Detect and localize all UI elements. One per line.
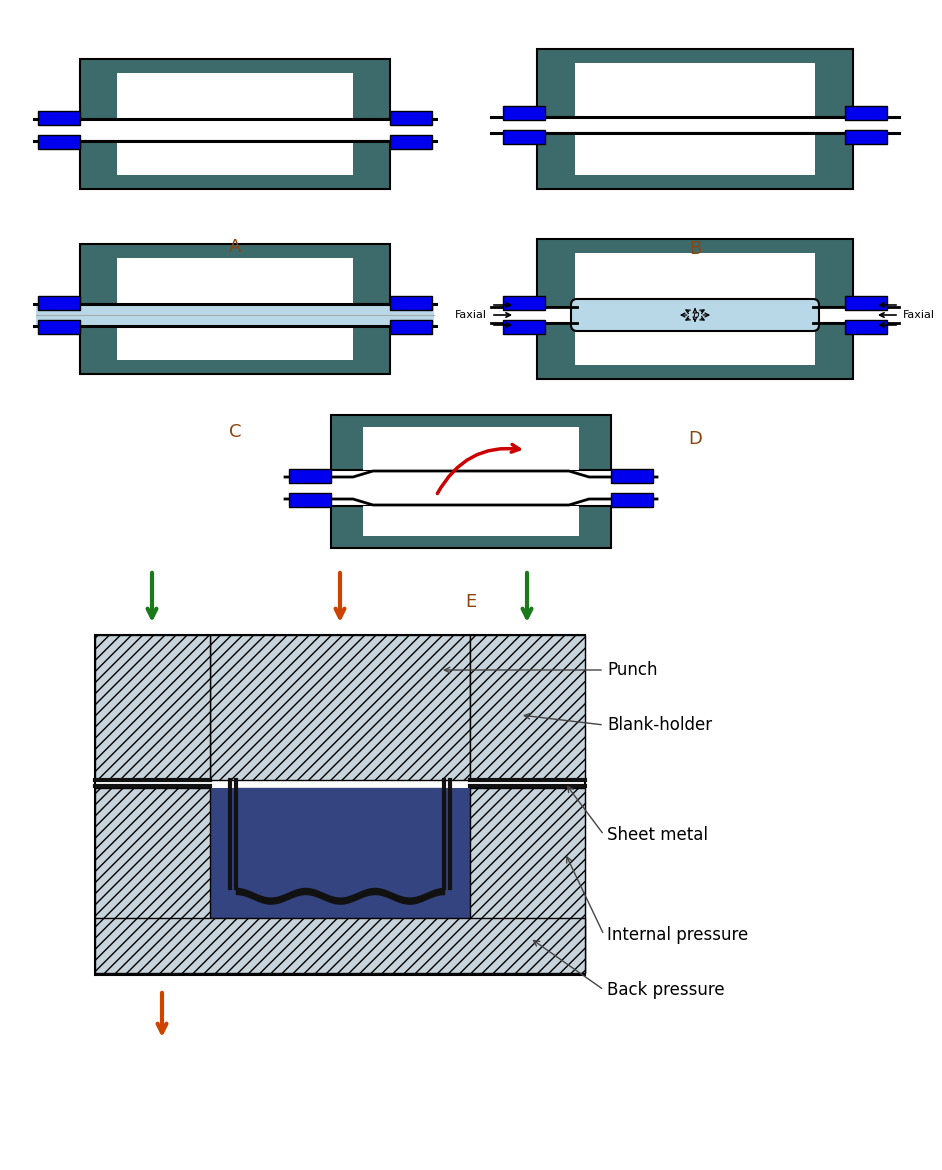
Bar: [289, 493, 331, 507]
Bar: [575, 253, 815, 307]
Polygon shape: [285, 472, 657, 505]
Bar: [80, 245, 390, 304]
Text: Blank-holder: Blank-holder: [607, 716, 712, 734]
Bar: [537, 133, 853, 190]
Bar: [210, 789, 470, 918]
Text: Faxial: Faxial: [455, 310, 487, 321]
Bar: [611, 469, 653, 483]
Bar: [95, 635, 585, 975]
Text: Sheet metal: Sheet metal: [607, 826, 708, 844]
Bar: [575, 323, 815, 365]
Bar: [845, 106, 887, 121]
Text: Punch: Punch: [607, 661, 658, 679]
Bar: [80, 142, 390, 190]
Bar: [95, 789, 210, 973]
Bar: [537, 323, 853, 379]
Bar: [80, 58, 390, 119]
Bar: [38, 111, 80, 125]
Bar: [503, 106, 545, 121]
Bar: [289, 469, 331, 483]
Bar: [470, 635, 585, 780]
Text: B: B: [689, 240, 701, 259]
Bar: [38, 321, 80, 333]
Bar: [537, 239, 853, 307]
Bar: [845, 296, 887, 310]
Text: C: C: [229, 424, 241, 441]
Text: Back pressure: Back pressure: [607, 980, 724, 999]
Bar: [537, 49, 853, 117]
Bar: [390, 296, 432, 310]
Bar: [845, 321, 887, 333]
Bar: [38, 135, 80, 149]
Bar: [117, 259, 353, 304]
Text: Internal pressure: Internal pressure: [607, 925, 748, 944]
Text: D: D: [688, 431, 702, 448]
Bar: [363, 505, 579, 536]
Bar: [117, 73, 353, 119]
Bar: [95, 635, 210, 780]
Text: A: A: [229, 238, 241, 256]
Text: p: p: [691, 310, 698, 321]
Bar: [38, 296, 80, 310]
Text: E: E: [465, 593, 477, 611]
Bar: [845, 130, 887, 144]
Bar: [363, 427, 579, 470]
Bar: [503, 130, 545, 144]
Bar: [117, 142, 353, 176]
Bar: [503, 296, 545, 310]
Bar: [210, 635, 470, 780]
Bar: [80, 326, 390, 374]
Bar: [117, 326, 353, 360]
Bar: [575, 63, 815, 117]
Bar: [331, 415, 611, 470]
Bar: [390, 111, 432, 125]
Bar: [503, 321, 545, 333]
Text: Faxial: Faxial: [903, 310, 935, 321]
FancyBboxPatch shape: [571, 300, 819, 331]
Bar: [470, 789, 585, 973]
Bar: [331, 505, 611, 548]
Bar: [390, 321, 432, 333]
Bar: [575, 133, 815, 176]
Bar: [390, 135, 432, 149]
Bar: [611, 493, 653, 507]
Bar: [36, 304, 434, 326]
Bar: [95, 918, 585, 973]
